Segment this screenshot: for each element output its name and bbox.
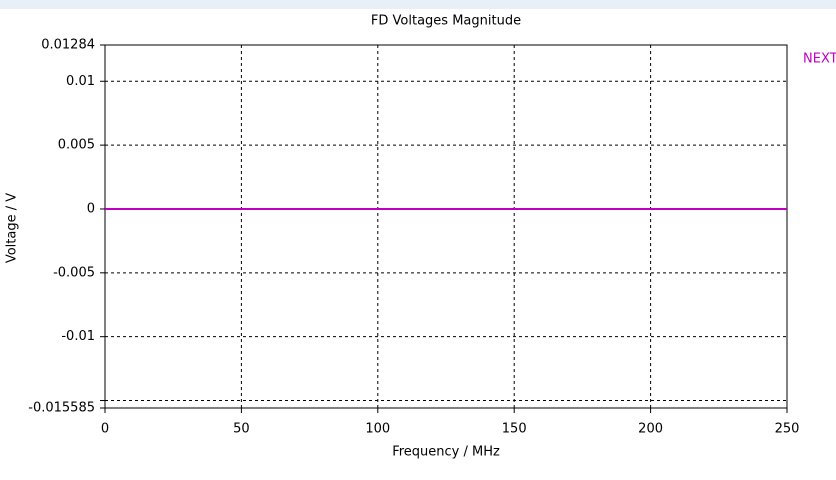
y-tick-label: 0.01 bbox=[66, 74, 95, 89]
y-tick-label: 0 bbox=[87, 201, 95, 216]
x-tick-label: 50 bbox=[233, 422, 250, 437]
y-tick-label: -0.015585 bbox=[28, 401, 95, 416]
chart-title: FD Voltages Magnitude bbox=[371, 14, 521, 29]
y-tick-label: 0.005 bbox=[58, 138, 95, 153]
x-tick-label: 200 bbox=[638, 422, 663, 437]
top-strip bbox=[0, 0, 836, 9]
y-tick-label: -0.005 bbox=[53, 265, 95, 280]
x-axis-label: Frequency / MHz bbox=[392, 445, 500, 460]
x-tick-label: 150 bbox=[502, 422, 527, 437]
x-tick-label: 0 bbox=[101, 422, 109, 437]
x-tick-label: 250 bbox=[775, 422, 800, 437]
y-tick-label: 0.01284 bbox=[41, 38, 95, 53]
y-axis-label: Voltage / V bbox=[5, 193, 20, 263]
plot-frame bbox=[104, 44, 788, 409]
y-tick-label: -0.01 bbox=[61, 329, 95, 344]
x-tick-label: 100 bbox=[365, 422, 390, 437]
legend-label: NEXT bbox=[803, 52, 836, 67]
